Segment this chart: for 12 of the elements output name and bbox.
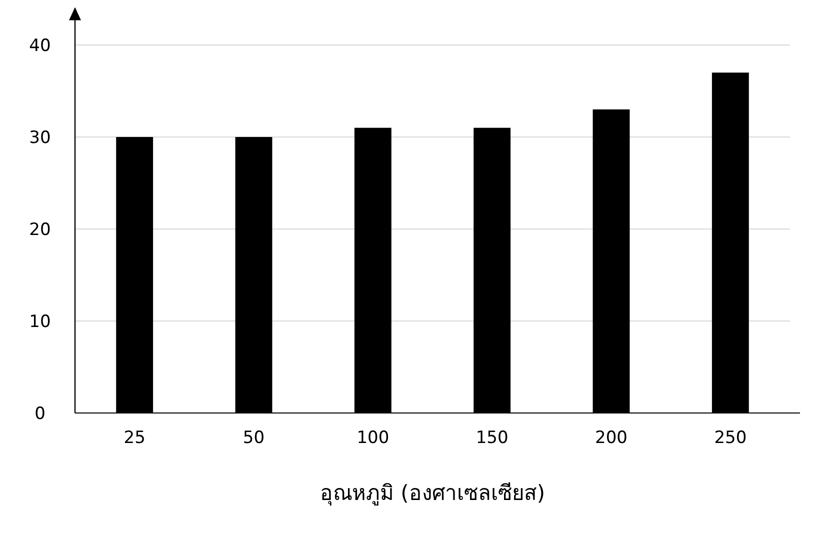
x-tick-label: 50 [242, 428, 265, 448]
y-tick-label: 0 [34, 404, 46, 424]
x-tick-label: 150 [476, 428, 508, 448]
x-tick-label: 200 [595, 428, 628, 448]
y-tick-label: 20 [29, 220, 51, 240]
y-tick-label: 10 [29, 312, 51, 332]
x-tick-label: 25 [124, 428, 146, 448]
y-tick-label: 30 [29, 128, 51, 148]
x-tick-label: 250 [714, 428, 747, 448]
x-axis-title: อุณหภูมิ (องศาเซลเซียส) [320, 481, 546, 506]
y-tick-label: 40 [29, 36, 51, 56]
x-tick-label: 100 [356, 428, 390, 448]
